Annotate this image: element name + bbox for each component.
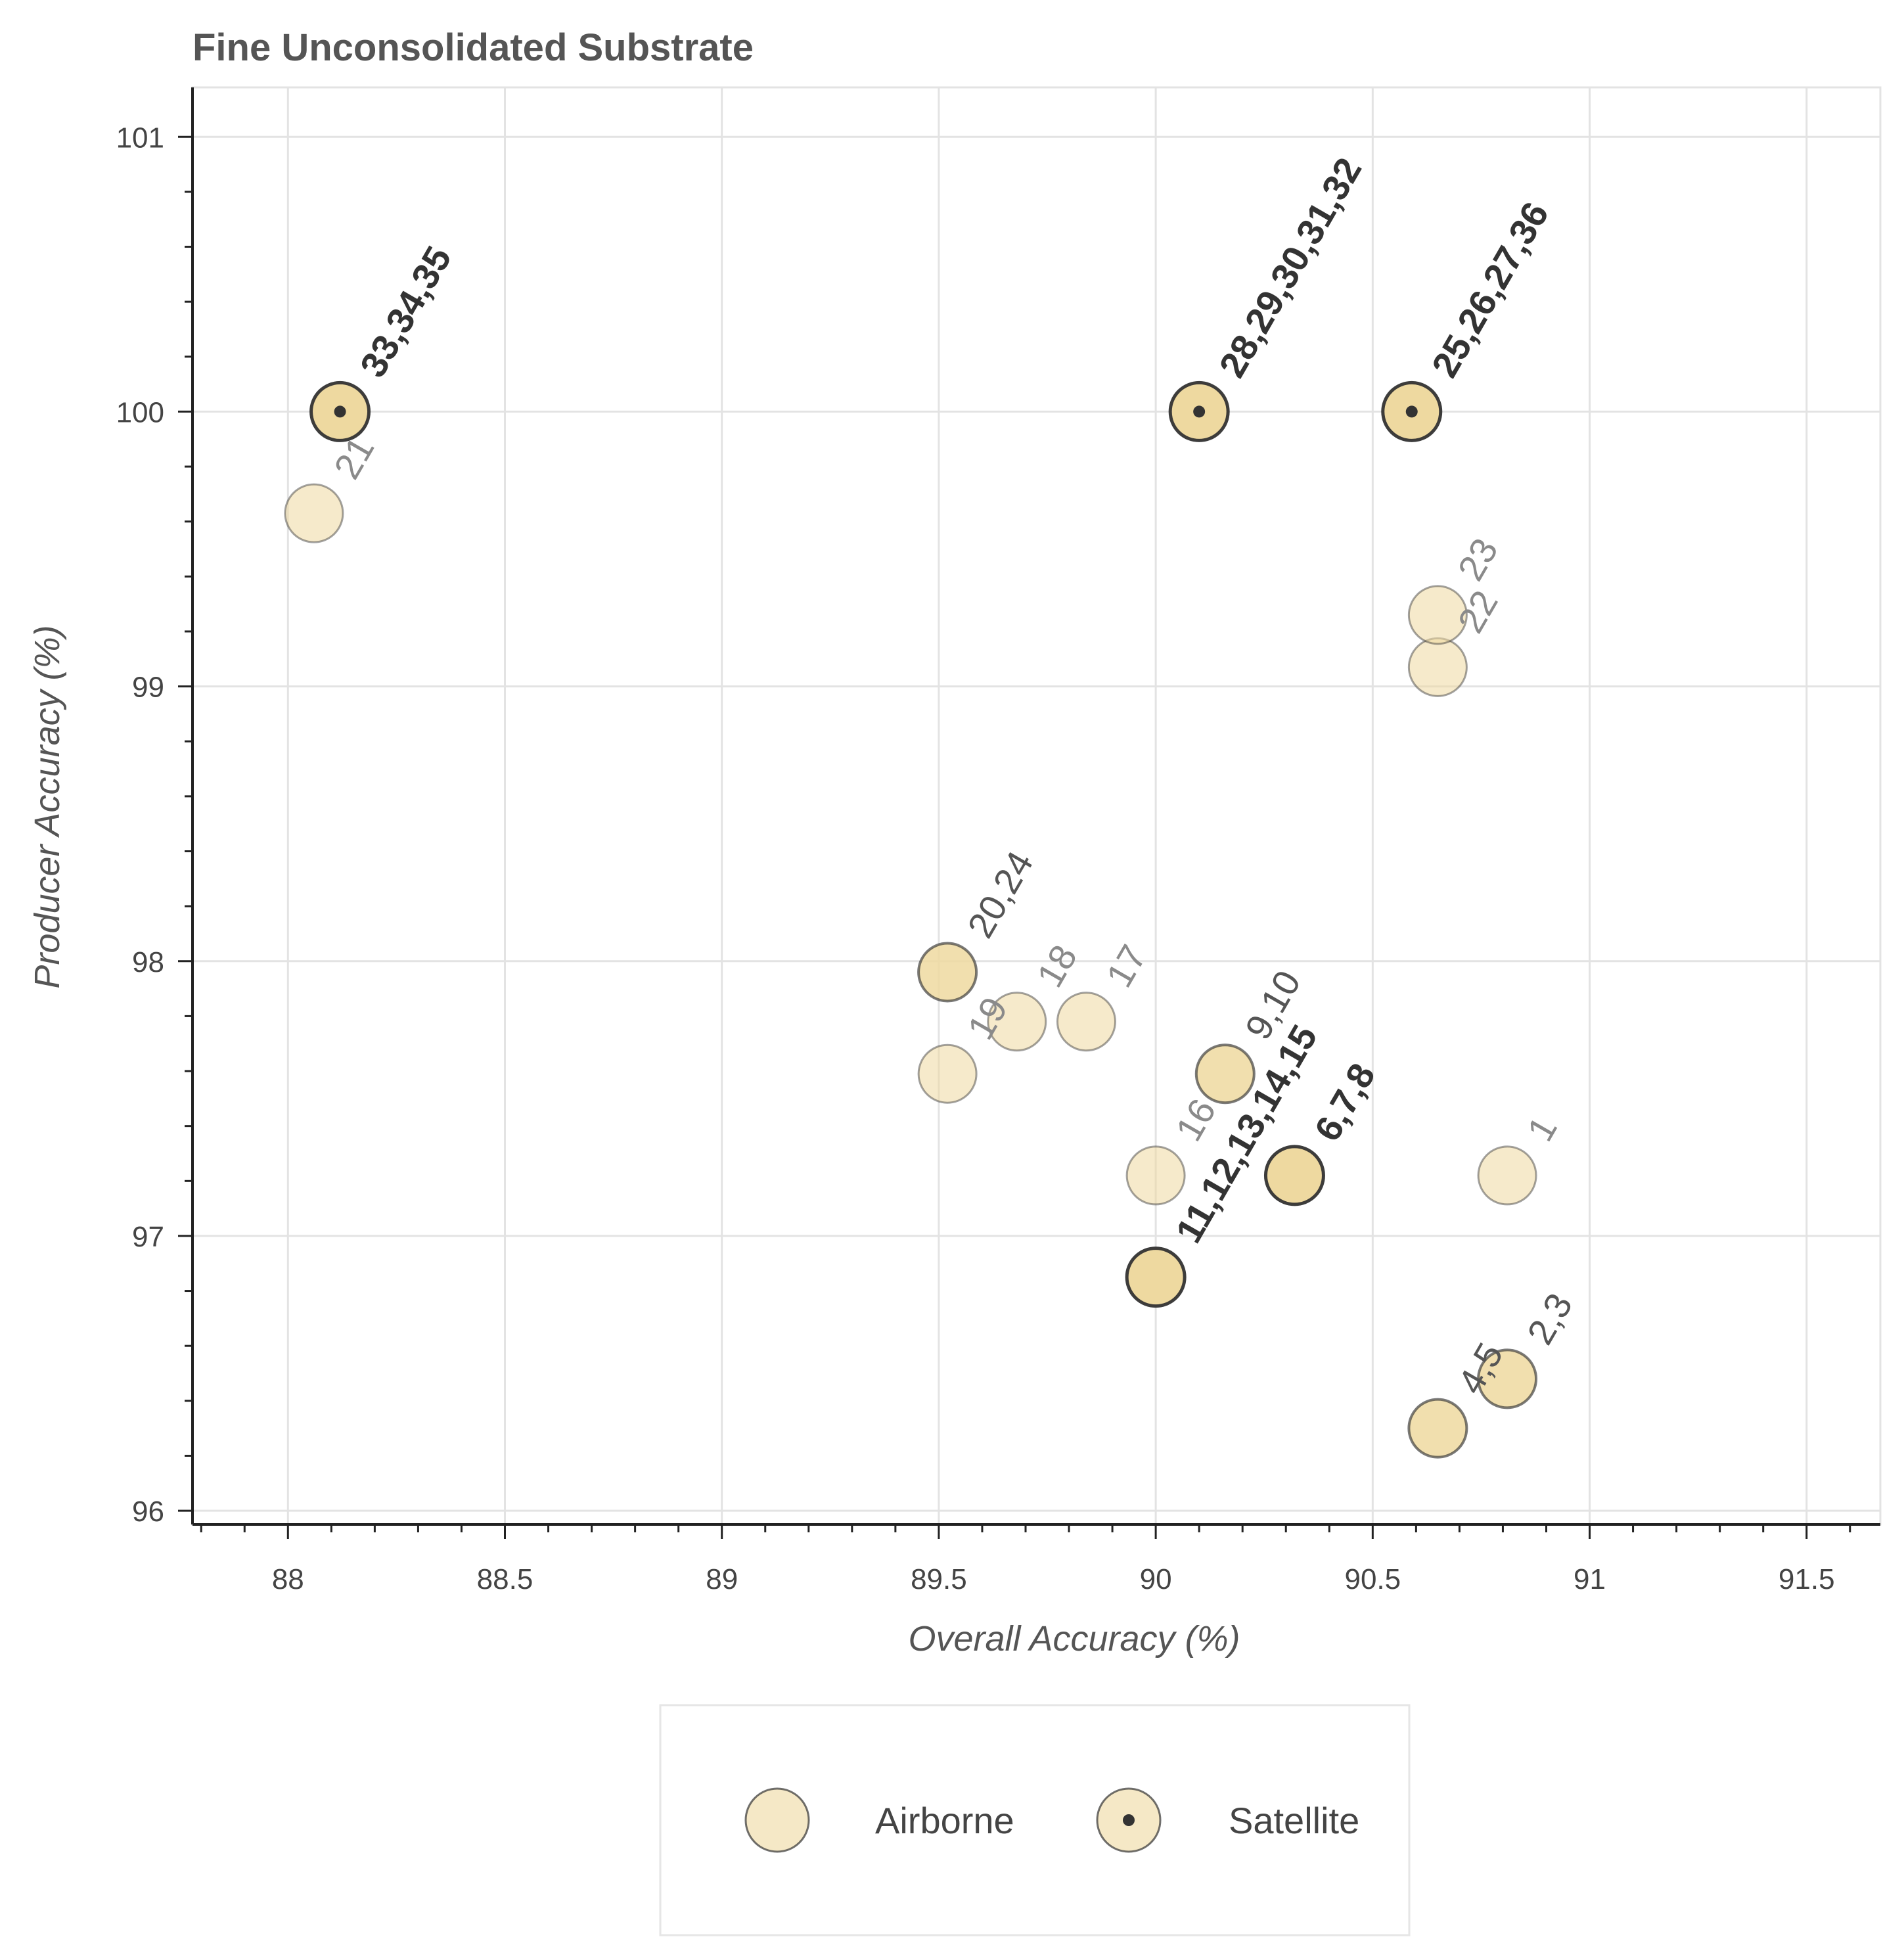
y-axis-label: Producer Accuracy (%) [28, 625, 67, 988]
satellite-point-dot [1193, 405, 1206, 418]
legend-satellite-dot [1123, 1814, 1135, 1826]
airborne-point [1056, 992, 1116, 1052]
point-label: 28,29,30,31,32 [1211, 150, 1369, 384]
airborne-point [917, 942, 978, 1003]
x-tick-label: 88.5 [477, 1563, 533, 1595]
point-label: 20,24 [959, 844, 1041, 945]
airborne-point [917, 1043, 978, 1104]
y-tick-label: 98 [132, 946, 164, 978]
airborne-point [1194, 1043, 1256, 1105]
x-tick-label: 90.5 [1344, 1563, 1401, 1595]
satellite-point-dot [1405, 405, 1418, 418]
point-label: 2,3 [1519, 1286, 1580, 1351]
airborne-point [1125, 1145, 1186, 1206]
point-label: 18 [1029, 938, 1085, 994]
legend-airborne-marker [744, 1787, 810, 1853]
data-points [284, 380, 1538, 1459]
legend-satellite-label: Satellite [1229, 1800, 1359, 1841]
x-tick-label: 89 [706, 1563, 738, 1595]
point-label: 25,26,27,36 [1424, 195, 1556, 384]
x-tick-label: 91 [1574, 1563, 1606, 1595]
point-label: 1 [1519, 1109, 1565, 1147]
airborne-point [1263, 1145, 1325, 1206]
airborne-point [1477, 1145, 1537, 1206]
airborne-point [1407, 637, 1468, 697]
airborne-point [987, 992, 1047, 1052]
point-label: 23 [1449, 531, 1506, 587]
y-tick-label: 97 [132, 1221, 164, 1253]
legend: Airborne Satellite [659, 1704, 1411, 1936]
point-labels: 12,34,56,7,89,1011,12,13,14,151617181920… [326, 150, 1581, 1400]
grid [191, 86, 1882, 1526]
point-label: 17 [1098, 938, 1154, 994]
y-tick-label: 99 [132, 672, 164, 704]
x-axis-label: Overall Accuracy (%) [908, 1619, 1240, 1659]
x-tick-label: 90 [1140, 1563, 1172, 1595]
plot-frame [191, 86, 1882, 1526]
airborne-point [1407, 1398, 1468, 1459]
airborne-point [1477, 1348, 1538, 1409]
airborne-point [1125, 1247, 1187, 1308]
y-tick-label: 101 [116, 122, 164, 154]
airborne-point [1407, 585, 1468, 645]
airborne-point [284, 483, 344, 543]
legend-airborne-label: Airborne [875, 1800, 1014, 1841]
point-label: 6,7,8 [1306, 1057, 1383, 1148]
axes: 88 88.5 89 89.5 90 90.5 91 91.5 96 97 98 99 100 101 [116, 87, 1880, 1595]
x-tick-label: 89.5 [911, 1563, 967, 1595]
y-tick-label: 96 [132, 1496, 164, 1528]
x-tick-label: 88 [272, 1563, 304, 1595]
x-tick-label: 91.5 [1779, 1563, 1835, 1595]
chart-title: Fine Unconsolidated Substrate [193, 26, 754, 69]
y-tick-label: 100 [116, 396, 164, 428]
satellite-point-dot [334, 405, 346, 418]
point-label: 33,34,35 [351, 239, 459, 384]
